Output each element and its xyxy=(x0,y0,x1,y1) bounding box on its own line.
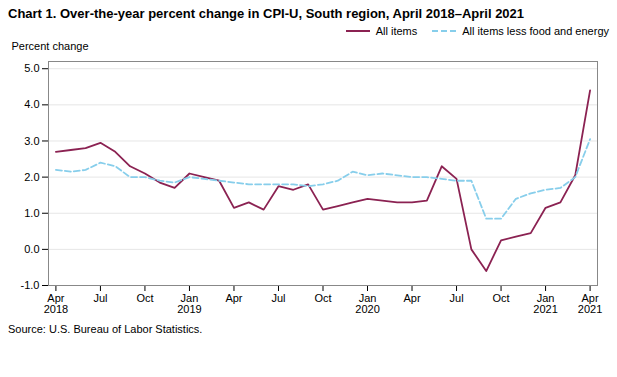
svg-text:Apr: Apr xyxy=(225,292,242,304)
html-text:Chart 1. Over-the-year percent: Chart 1. Over-the-year percent change in… xyxy=(8,6,525,21)
html-text:All items: All items xyxy=(375,25,418,37)
svg-text:Percent change: Percent change xyxy=(12,40,89,52)
svg-text:2.0: 2.0 xyxy=(24,171,39,183)
html-text:Source: U.S. Bureau of Labor S: Source: U.S. Bureau of Labor Statistics. xyxy=(8,323,203,335)
svg-text:Apr2018: Apr2018 xyxy=(44,292,68,315)
svg-text:Jul: Jul xyxy=(450,292,464,304)
svg-text:4.0: 4.0 xyxy=(24,98,39,110)
svg-text:Jan2020: Jan2020 xyxy=(355,292,379,315)
svg-text:Jan2021: Jan2021 xyxy=(533,292,557,315)
svg-text:5.0: 5.0 xyxy=(24,62,39,74)
svg-text:Jul: Jul xyxy=(93,292,107,304)
svg-text:1.0: 1.0 xyxy=(24,207,39,219)
svg-text:3.0: 3.0 xyxy=(24,135,39,147)
svg-text:Apr2021: Apr2021 xyxy=(578,292,602,315)
html-text:All items less food and energy: All items less food and energy xyxy=(462,25,609,37)
svg-text:Apr: Apr xyxy=(403,292,420,304)
svg-text:0.0: 0.0 xyxy=(24,243,39,255)
svg-text:Oct: Oct xyxy=(314,292,331,304)
svg-text:Oct: Oct xyxy=(136,292,153,304)
svg-text:-1.0: -1.0 xyxy=(21,279,40,291)
svg-text:Jul: Jul xyxy=(271,292,285,304)
svg-text:Oct: Oct xyxy=(492,292,509,304)
svg-text:Jan2019: Jan2019 xyxy=(177,292,201,315)
